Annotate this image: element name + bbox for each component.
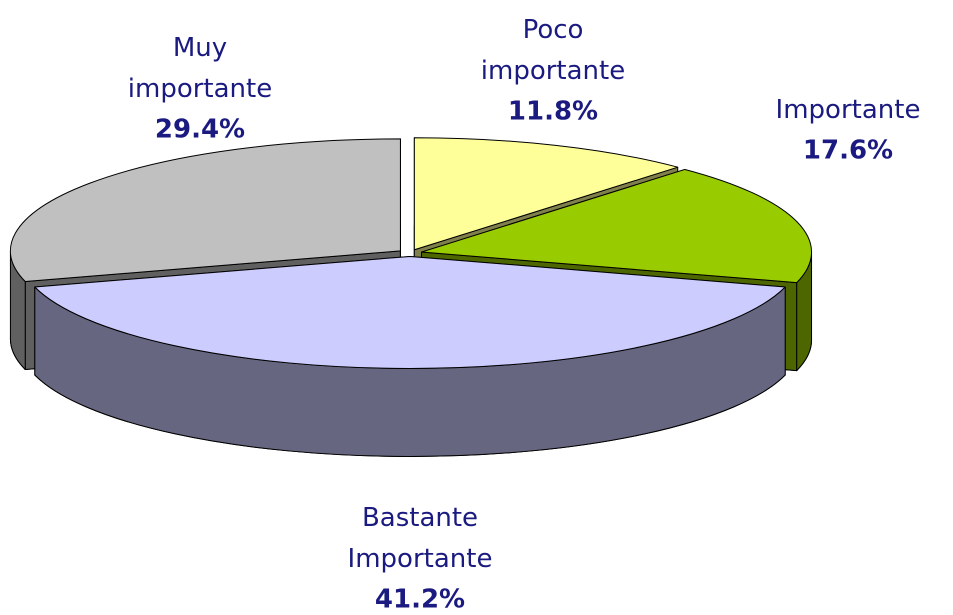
label-line: Importante — [348, 544, 493, 574]
value-label: 41.2% — [375, 585, 465, 615]
slice-label: Muy importante — [128, 33, 272, 104]
slice — [421, 168, 813, 284]
slice-label: Importante — [776, 95, 921, 125]
label-line: Bastante — [362, 503, 478, 533]
slice — [34, 255, 786, 457]
label-line: Poco — [523, 15, 584, 45]
slice — [9, 138, 401, 282]
value-label: 17.6% — [803, 136, 893, 166]
value-label: 11.8% — [508, 97, 598, 127]
label-line: Muy — [173, 33, 227, 63]
label-line: importante — [128, 74, 272, 104]
slice-label: Bastante Importante — [348, 503, 493, 574]
slice — [34, 255, 786, 369]
label-line: Importante — [776, 95, 921, 125]
slice-label: Poco importante — [481, 15, 625, 86]
slice — [413, 137, 679, 251]
label-line: importante — [481, 56, 625, 86]
value-label: 29.4% — [155, 115, 245, 145]
